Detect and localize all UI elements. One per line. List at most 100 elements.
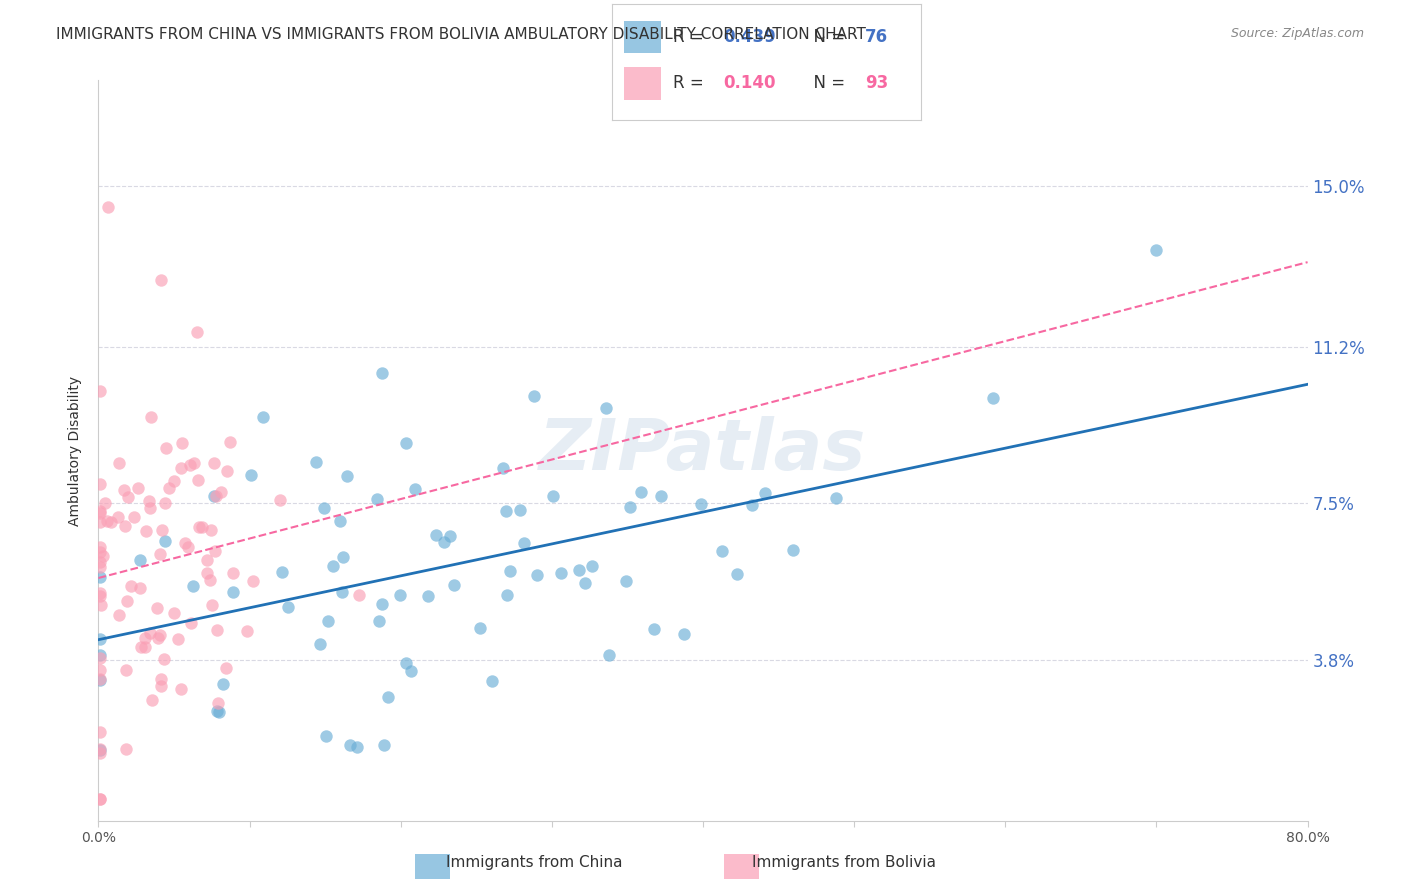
Point [89,663,111,677]
Point [89,672,111,686]
Point [574,576,596,591]
Point [222,566,245,580]
Point [90,598,112,612]
Point [439,529,461,543]
Point [100,515,122,529]
Point [89,586,111,600]
Point [595,401,617,415]
Point [741,498,763,512]
Point [148,547,170,561]
Point [96,514,118,528]
Point [339,738,361,752]
Point [349,589,371,603]
Point [239,468,262,483]
Point [89,384,111,398]
Point [513,536,536,550]
Point [89,516,111,530]
Point [135,524,157,539]
Point [89,743,111,757]
Point [201,598,224,612]
Point [322,558,344,573]
Point [370,597,392,611]
Point [270,566,292,580]
Point [619,500,641,514]
Point [120,578,142,592]
Point [155,442,177,456]
Point [399,664,422,678]
Point [495,588,517,602]
Point [139,500,162,515]
Point [129,581,152,595]
Point [89,742,111,756]
Text: 0.439: 0.439 [723,28,776,45]
Point [389,588,412,602]
Point [219,435,242,450]
Point [89,632,111,647]
Point [89,589,111,603]
Point [139,626,162,640]
Text: 0.140: 0.140 [723,74,776,92]
Point [207,696,229,710]
Point [89,560,111,574]
Point [148,628,170,642]
Point [315,730,337,744]
Point [107,509,129,524]
Point [89,648,111,662]
Point [114,663,136,677]
Point [149,273,172,287]
Point [443,578,465,592]
Point [202,456,225,470]
Point [173,536,195,550]
Point [89,792,111,806]
Text: Source: ZipAtlas.com: Source: ZipAtlas.com [1230,27,1364,40]
Point [134,631,156,645]
Point [425,528,447,542]
Point [89,746,111,760]
Point [89,506,111,520]
Point [581,559,603,574]
Point [312,500,335,515]
Point [416,589,439,603]
Point [309,637,332,651]
Point [181,579,204,593]
Text: 93: 93 [865,74,889,92]
Point [112,483,135,497]
Point [107,456,129,470]
Point [650,489,672,503]
Point [277,600,299,615]
Point [187,520,209,534]
Point [89,540,111,554]
Point [332,585,354,599]
Point [235,624,257,638]
Point [190,520,212,534]
Point [89,792,111,806]
Point [215,661,238,675]
Point [89,725,111,739]
Point [150,679,173,693]
Point [433,535,456,549]
Point [153,495,176,509]
Point [124,510,146,524]
Point [981,391,1004,405]
Text: Immigrants from Bolivia: Immigrants from Bolivia [752,855,935,870]
Point [180,615,202,630]
Point [157,481,180,495]
Point [782,543,804,558]
Point [242,574,264,588]
Point [550,566,572,581]
Point [526,567,548,582]
Point [145,601,167,615]
Point [117,491,139,505]
Point [176,540,198,554]
Point [377,690,399,704]
Point [204,489,226,503]
Point [316,614,339,628]
Point [89,476,111,491]
Point [368,615,391,629]
Text: N =: N = [803,28,851,45]
Point [183,456,205,470]
Point [205,623,228,637]
Point [217,464,239,478]
Point [346,740,368,755]
Point [129,640,152,654]
